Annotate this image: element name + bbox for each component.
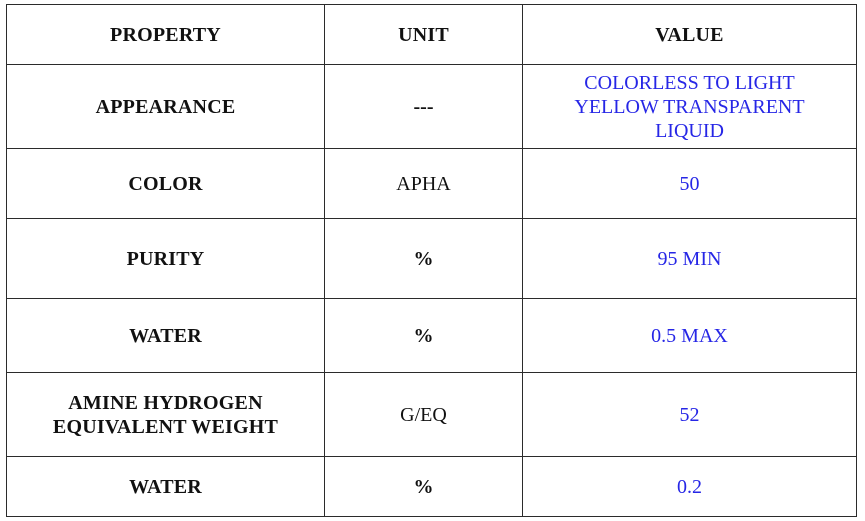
value-cell: 50: [522, 148, 857, 219]
value-cell: 0.5 MAX: [522, 298, 857, 373]
value-cell: COLORLESS TO LIGHT YELLOW TRANSPARENT LI…: [522, 64, 857, 149]
property-cell: COLOR: [6, 148, 325, 219]
property-cell: WATER: [6, 456, 325, 517]
property-cell: AMINE HYDROGEN EQUIVALENT WEIGHT: [6, 372, 325, 457]
header-property: PROPERTY: [6, 4, 325, 65]
value-cell: 95 MIN: [522, 218, 857, 299]
unit-cell: APHA: [324, 148, 523, 219]
unit-cell: %: [324, 298, 523, 373]
unit-cell: %: [324, 456, 523, 517]
header-value: VALUE: [522, 4, 857, 65]
value-cell: 0.2: [522, 456, 857, 517]
table-row: COLOR APHA 50: [6, 148, 857, 219]
table-row: AMINE HYDROGEN EQUIVALENT WEIGHT G/EQ 52: [6, 372, 857, 457]
property-cell: APPEARANCE: [6, 64, 325, 149]
unit-cell: ---: [324, 64, 523, 149]
table-row: APPEARANCE --- COLORLESS TO LIGHT YELLOW…: [6, 64, 857, 149]
table-header-row: PROPERTY UNIT VALUE: [6, 4, 857, 65]
unit-cell: G/EQ: [324, 372, 523, 457]
property-cell: PURITY: [6, 218, 325, 299]
table-row: WATER % 0.5 MAX: [6, 298, 857, 373]
value-cell: 52: [522, 372, 857, 457]
spec-table: PROPERTY UNIT VALUE APPEARANCE --- COLOR…: [6, 4, 857, 517]
table-row: PURITY % 95 MIN: [6, 218, 857, 299]
property-cell: WATER: [6, 298, 325, 373]
unit-cell: %: [324, 218, 523, 299]
table-row: WATER % 0.2: [6, 456, 857, 517]
header-unit: UNIT: [324, 4, 523, 65]
